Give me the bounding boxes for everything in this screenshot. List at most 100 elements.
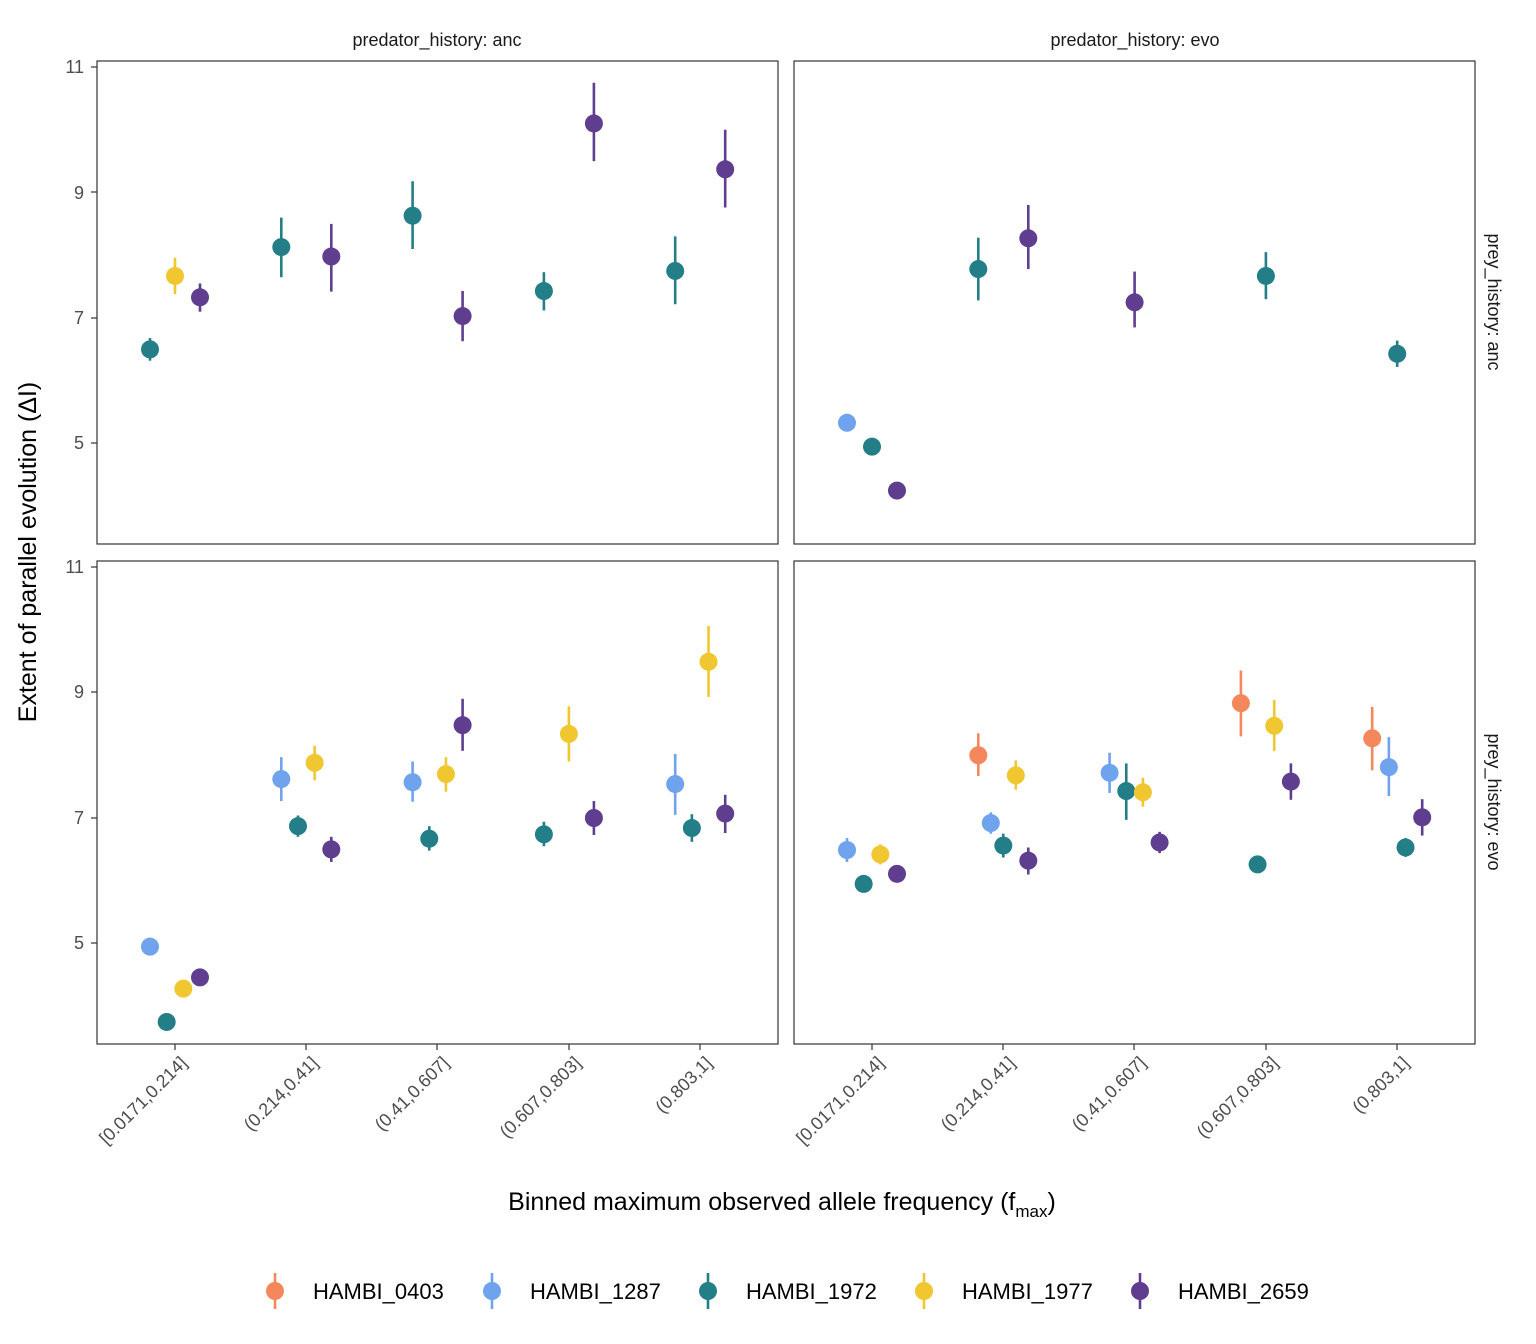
data-point [166,266,184,285]
x-tick-label: (0.214,0.41] [937,1053,1019,1135]
data-point [403,206,422,225]
panel-evo-evo [793,560,1476,1045]
data-point [191,288,209,307]
data-point [534,825,553,844]
x-tick-label: (0.41,0.607] [371,1053,453,1135]
data-point [1006,766,1025,785]
data-point [1231,694,1250,713]
data-point [1265,716,1284,735]
legend-key-point [1131,1282,1149,1300]
data-point [436,765,455,784]
y-tick-label: 11 [65,57,84,77]
x-tick-label: (0.41,0.607] [1068,1053,1150,1135]
legend-label: HAMBI_1287 [530,1279,661,1304]
data-point [272,238,291,257]
data-point [305,753,324,772]
x-tick-label: (0.803,1] [1348,1053,1412,1117]
legend-key-point [915,1282,933,1300]
data-point [1363,729,1382,748]
data-point [1256,266,1275,285]
legend: HAMBI_0403 HAMBI_1287 HAMBI_1972 HAMBI_1977… [266,1273,1309,1309]
x-axis-title: Binned maximum observed allele frequency… [508,1188,1056,1221]
data-point [1117,782,1136,801]
x-tick-label: (0.607,0.803] [496,1053,585,1142]
data-point [584,114,603,133]
y-tick-label: 5 [74,433,84,453]
data-point [559,724,578,743]
legend-key-point [483,1282,501,1300]
data-point [1379,758,1398,777]
data-point [534,282,553,301]
data-point [174,979,193,998]
data-marks [141,82,1432,1031]
x-tick-label: (0.214,0.41] [240,1053,322,1135]
data-point [1413,808,1432,827]
data-point [699,652,718,671]
data-point [666,261,685,280]
data-point [157,1012,176,1031]
data-point [981,814,1000,833]
data-point [716,160,735,179]
legend-label: HAMBI_1977 [962,1279,1093,1304]
y-axis-top: 11 9 7 5 [65,57,97,453]
data-point [584,809,603,827]
legend-label: HAMBI_0403 [313,1279,444,1304]
y-axis-bottom: 11 9 7 5 [65,557,97,953]
data-point [1388,344,1407,363]
x-axis-right: [0.0171,0.214] (0.214,0.41] (0.41,0.607]… [792,1044,1413,1148]
row-facet-label-evo: prey_history: evo [1483,733,1504,870]
data-point [888,481,906,500]
data-point [420,829,439,848]
data-point [666,775,685,794]
data-point [141,340,159,359]
col-facet-label-evo: predator_history: evo [1050,30,1219,51]
data-point [141,937,159,956]
x-tick-label: [0.0171,0.214] [95,1053,191,1149]
y-tick-label: 11 [65,557,84,577]
legend-label: HAMBI_1972 [746,1279,877,1304]
data-point [1150,833,1169,852]
data-point [969,746,988,765]
data-point [453,716,472,735]
col-facet-label-anc: predator_history: anc [352,30,521,51]
data-point [838,841,856,860]
legend-key-point [699,1282,717,1300]
data-point [1019,229,1038,248]
legend-key-point [266,1282,284,1300]
y-tick-label: 9 [74,682,84,702]
data-point [1248,855,1267,874]
data-point [191,968,209,987]
data-point [1396,838,1415,857]
y-tick-label: 5 [74,933,84,953]
panel-evo-anc [793,60,1476,545]
data-point [1019,851,1038,870]
y-tick-label: 7 [74,808,84,828]
x-tick-label: (0.607,0.803] [1193,1053,1282,1142]
x-tick-label: (0.803,1] [651,1053,715,1117]
data-point [969,260,988,279]
data-point [1100,763,1119,782]
data-point [453,307,472,326]
data-point [994,836,1013,855]
data-point [854,874,873,893]
data-point [322,247,341,266]
legend-label: HAMBI_2659 [1178,1279,1309,1304]
data-point [716,804,735,823]
panel-anc-anc [96,60,779,545]
data-point [1133,783,1152,802]
data-point [888,864,906,883]
x-tick-label: [0.0171,0.214] [792,1053,888,1149]
data-point [288,817,307,836]
data-point [1125,293,1144,312]
y-tick-label: 7 [74,308,84,328]
data-point [682,819,701,838]
x-axis-left: [0.0171,0.214] (0.214,0.41] (0.41,0.607]… [95,1044,716,1148]
data-point [871,845,890,864]
data-point [838,413,856,432]
y-tick-label: 9 [74,183,84,203]
data-point [272,770,291,789]
data-point [1281,772,1300,791]
data-point [863,437,881,456]
data-point [322,840,341,859]
